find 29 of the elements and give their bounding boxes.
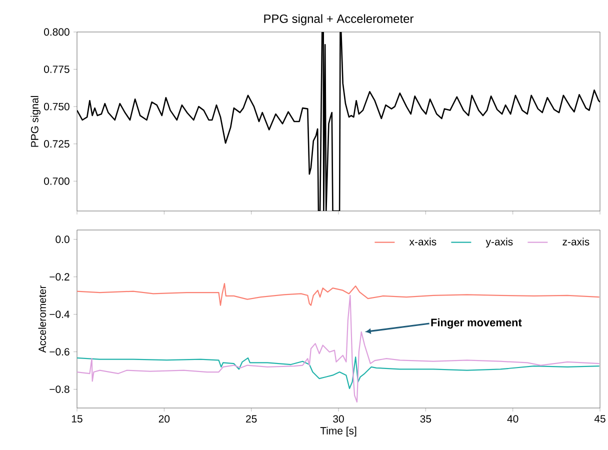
y-axis-title: Accelerometer	[38, 285, 46, 353]
y-tick-label: 0.775	[44, 66, 70, 73]
y-tick-label: 0.0	[56, 236, 70, 244]
y-tick-label: 0.750	[44, 102, 70, 110]
legend-label: z-axis	[562, 238, 590, 246]
y-tick-label: 0.700	[44, 177, 70, 185]
x-axis-title: Time [s]	[320, 426, 356, 437]
legend-label: y-axis	[486, 238, 513, 248]
x-tick-label: 25	[246, 415, 257, 423]
y-tick-label: −0.4	[50, 310, 70, 318]
y-tick-label: −0.2	[50, 273, 70, 281]
x-tick-label: 30	[333, 415, 344, 423]
annotation: Finger movement	[431, 318, 522, 329]
x-tick-label: 40	[507, 415, 518, 423]
line-series	[77, 294, 600, 403]
y-tick-label: −0.6	[50, 348, 70, 356]
x-tick-label: 15	[72, 415, 82, 422]
y-tick-label: 0.725	[44, 140, 70, 148]
legend-label: x-axis	[409, 238, 436, 246]
chart-title: PPG signal + Accelerometer	[264, 14, 414, 26]
x-tick-label: 45	[594, 415, 606, 422]
x-tick-label: 35	[420, 415, 432, 423]
y-axis-title: PPG signal	[30, 96, 40, 147]
line-series	[77, 356, 600, 390]
y-tick-label: −0.8	[50, 386, 70, 393]
x-tick-label: 20	[158, 415, 170, 423]
y-tick-label: 0.800	[44, 28, 70, 36]
line-series	[77, 283, 600, 306]
line-series	[77, 32, 600, 211]
